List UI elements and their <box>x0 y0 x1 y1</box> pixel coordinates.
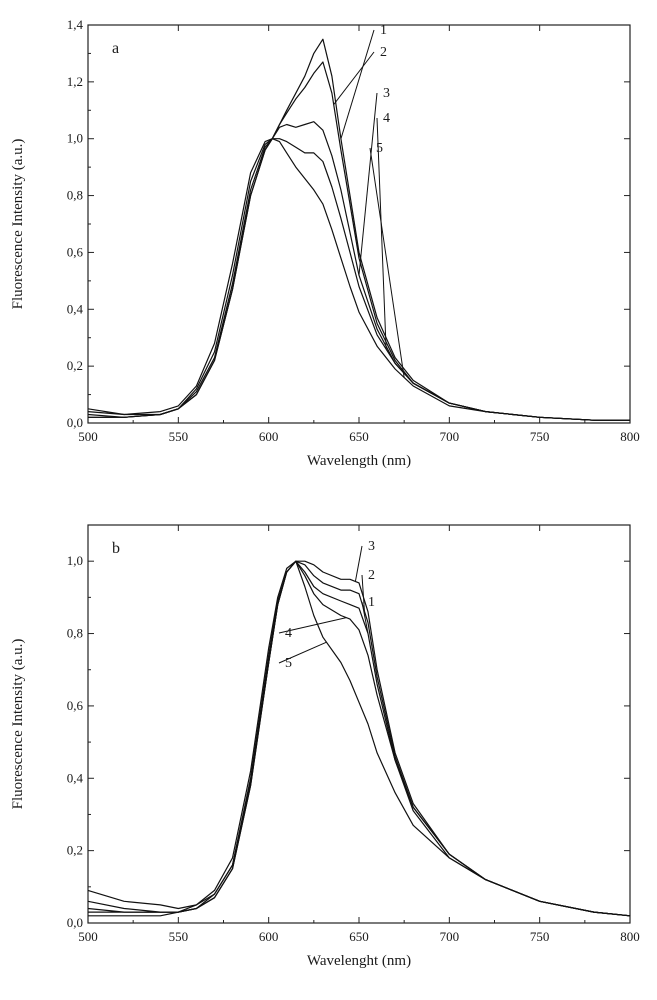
panel-b-y-tick-label: 0,0 <box>67 915 83 930</box>
panel-a-y-tick-label: 0,0 <box>67 415 83 430</box>
panel-a-x-tick-label: 600 <box>259 429 279 444</box>
panel-b-x-tick-label: 750 <box>530 929 550 944</box>
panel-b-x-tick-label: 550 <box>169 929 189 944</box>
panel-b-x-axis-title: Wavelenght (nm) <box>307 953 411 969</box>
panel-a-series-line-1 <box>88 38 630 421</box>
panel-b-leader-line-2 <box>361 574 365 612</box>
panel-a-x-tick-label: 650 <box>349 429 369 444</box>
panel-a-series-line-2 <box>88 61 630 421</box>
panel-b-leader-line-5 <box>278 641 327 664</box>
panel-b-curve-label-3: 3 <box>368 539 375 554</box>
panel-a-curve-label-3: 3 <box>383 86 390 101</box>
panel-b-x-tick-label: 700 <box>440 929 460 944</box>
panel-a-curve-label-1: 1 <box>380 23 387 38</box>
panel-a-panel-label: a <box>112 40 119 57</box>
panel-a-leader-line-5 <box>369 147 405 378</box>
panel-b-series-line-1 <box>87 560 631 917</box>
panel-b-series-line-4 <box>88 560 631 917</box>
panel-a-leader-line-1 <box>340 29 375 139</box>
panel-a-y-tick-label: 0,6 <box>67 244 84 259</box>
panel-a-x-tick-label: 750 <box>530 429 550 444</box>
panel-b-x-tick-label: 800 <box>620 929 640 944</box>
panel-a-leader-line-4 <box>376 117 387 350</box>
panel-a-y-tick-label: 1,2 <box>67 74 83 89</box>
panel-a-x-axis-title: Wavelength (nm) <box>307 453 411 469</box>
panel-b-curve-label-1: 1 <box>368 595 375 610</box>
panel-a-leader-line-2 <box>333 51 375 105</box>
panel-a-plot-frame <box>87 24 631 424</box>
panel-b-series-line-3 <box>87 560 631 917</box>
panel-a-y-tick-label: 0,8 <box>67 188 83 203</box>
panel-b-curve-label-4: 4 <box>285 626 292 641</box>
panel-a-curve-label-2: 2 <box>380 45 387 60</box>
panel-a-series-line-5 <box>87 138 630 421</box>
panel-a-x-tick-label: 700 <box>440 429 460 444</box>
panel-b-y-axis-title: Fluorescence Intensity (a.u.) <box>10 639 26 810</box>
panel-a-y-tick-label: 0,4 <box>67 301 84 316</box>
panel-b-leader-line-1 <box>361 601 369 634</box>
panel-b-series-line-5 <box>88 560 631 917</box>
panel-b-curve-label-5: 5 <box>285 656 292 671</box>
panel-a-curve-label-5: 5 <box>376 141 383 156</box>
panel-a-leader-line-3 <box>358 92 378 276</box>
panel-a-y-tick-label: 1,0 <box>67 131 83 146</box>
panel-a-curve-label-4: 4 <box>383 111 390 126</box>
panel-b-panel-label: b <box>112 540 120 557</box>
panel-a-x-tick-label: 800 <box>620 429 640 444</box>
panel-a-series-line-4 <box>87 138 630 421</box>
panel-b-x-tick-label: 600 <box>259 929 279 944</box>
panel-b-leader-line-4 <box>278 617 347 634</box>
panel-a-x-tick-label: 550 <box>169 429 189 444</box>
panel-b-y-tick-label: 0,2 <box>67 843 83 858</box>
panel-a-y-axis-title: Fluorescence Intensity (a.u.) <box>10 139 26 310</box>
panel-b-y-tick-label: 0,8 <box>67 626 83 641</box>
panel-b-x-tick-label: 650 <box>349 929 369 944</box>
panel-b-leader-line-3 <box>354 545 363 582</box>
panel-b-x-tick-label: 500 <box>78 929 98 944</box>
panel-a-x-tick-label: 500 <box>78 429 98 444</box>
panel-b-curve-label-2: 2 <box>368 568 375 583</box>
panel-a-y-tick-label: 1,4 <box>67 17 84 32</box>
panel-b-y-tick-label: 0,4 <box>67 770 84 785</box>
panel-b-series-line-2 <box>87 560 631 917</box>
panel-b-y-tick-label: 0,6 <box>67 698 84 713</box>
panel-b-y-tick-label: 1,0 <box>67 553 83 568</box>
panel-a-y-tick-label: 0,2 <box>67 358 83 373</box>
